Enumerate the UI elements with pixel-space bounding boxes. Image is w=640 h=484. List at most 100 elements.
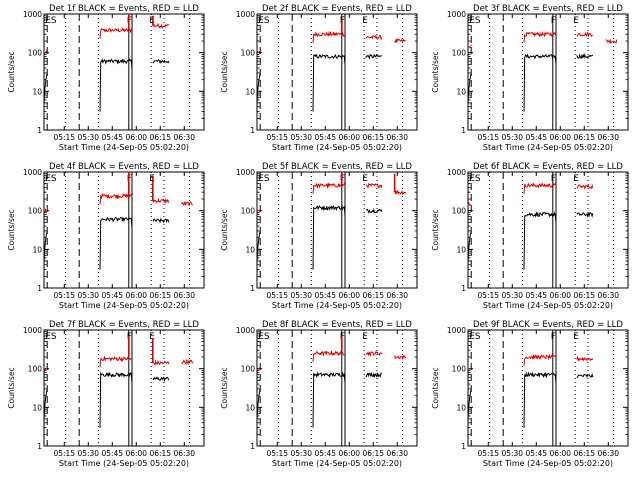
y-tick-label: 1000 [447,10,466,19]
plot-frame [467,13,629,131]
events-series-line [365,53,382,60]
y-tick-label: 1000 [236,326,255,335]
lld-series-line [365,34,383,41]
lld-series-line [312,30,346,43]
x-tick-label: 05:45 [314,291,336,300]
x-axis-label: Start Time (24-Sep-05 05:02:20) [483,459,613,468]
events-series-line [43,230,48,263]
panel-title: Det 2f BLACK = Events, RED = LLD [262,4,412,14]
y-tick-label: 10 [245,87,255,96]
y-tick-label: 1 [461,284,466,293]
lld-series-line [576,355,594,362]
y-tick-label: 1000 [23,168,42,177]
y-tick-label: 10 [32,245,42,254]
y-tick-label: 100 [241,49,256,58]
x-tick-label: 06:15 [573,133,595,142]
x-tick-label: 06:00 [549,449,571,458]
lld-series-line [394,37,406,44]
x-tick-label: 06:30 [597,449,619,458]
panel-title: Det 6f BLACK = Events, RED = LLD [473,162,623,172]
lld-series-line [152,22,170,29]
x-axis-label: Start Time (24-Sep-05 05:02:20) [59,459,189,468]
y-tick-label: 1000 [23,10,42,19]
x-tick-label: 05:45 [525,133,547,142]
y-tick-label: 1 [37,442,42,451]
x-tick-label: 05:30 [77,133,99,142]
lld-series-line [99,192,133,205]
y-tick-label: 10 [32,87,42,96]
vertical-marker-label: ES [469,174,481,184]
vertical-marker-label: ES [469,332,481,342]
vertical-marker-label: ES [45,174,57,184]
x-tick-label: 06:00 [338,291,360,300]
x-tick-label: 06:15 [362,133,384,142]
x-tick-label: 05:15 [53,291,75,300]
x-tick-label: 05:45 [525,291,547,300]
y-tick-label: 1000 [447,326,466,335]
lld-series-line [576,183,594,191]
events-series-line [576,211,594,219]
vertical-marker-label: E [149,332,155,342]
x-tick-label: 06:30 [173,449,195,458]
x-tick-label: 05:15 [266,291,288,300]
lld-series-line [256,50,261,54]
x-tick-label: 06:00 [338,133,360,142]
lld-series-line [467,201,472,206]
y-tick-label: 100 [452,207,467,216]
panel-det-6f: Det 6f BLACK = Events, RED = LLD 1 10 100 10… [431,162,629,310]
x-tick-label: 05:30 [77,291,99,300]
x-tick-label: 05:45 [314,449,336,458]
vertical-marker-label: ES [258,174,270,184]
vertical-marker-label: ES [258,16,270,26]
panel-title: Det 1f BLACK = Events, RED = LLD [49,4,199,14]
x-tick-label: 05:45 [525,449,547,458]
x-tick-label: 06:15 [362,449,384,458]
x-tick-label: 05:30 [290,133,312,142]
x-tick-label: 05:15 [53,133,75,142]
x-tick-label: 05:15 [53,449,75,458]
x-tick-label: 06:15 [149,291,171,300]
x-tick-label: 05:15 [477,449,499,458]
x-tick-label: 06:00 [338,449,360,458]
x-tick-label: 06:30 [597,133,619,142]
x-tick-label: 05:30 [501,291,523,300]
plot-frame [256,329,418,447]
y-axis-label: Counts/sec [7,51,16,92]
x-tick-label: 05:45 [101,133,123,142]
events-series-line [523,371,557,428]
x-tick-label: 06:00 [549,291,571,300]
plot-frame [467,171,629,289]
x-axis-label: Start Time (24-Sep-05 05:02:20) [483,301,613,310]
events-series-line [256,230,261,263]
events-series-line [43,388,48,421]
y-tick-label: 1000 [236,10,255,19]
plot-frame [43,13,205,131]
y-axis-label: Counts/sec [7,367,16,408]
x-axis-label: Start Time (24-Sep-05 05:02:20) [272,301,402,310]
panel-title: Det 3f BLACK = Events, RED = LLD [473,4,623,14]
vertical-marker-label: ES [469,16,481,26]
lld-series-line [181,358,194,366]
vertical-marker-label: F [551,174,556,184]
vertical-marker-label: ES [45,16,57,26]
events-series-line [365,371,382,379]
lld-series-line [312,182,346,195]
y-tick-label: 10 [245,403,255,412]
panel-title: Det 4f BLACK = Events, RED = LLD [49,162,199,172]
lld-series-line [99,27,133,39]
events-series-line [152,376,170,383]
y-tick-label: 1 [461,126,466,135]
events-series-line [467,230,472,263]
lld-series-line [256,366,261,371]
y-axis-label: Counts/sec [220,51,229,92]
y-tick-label: 10 [456,245,466,254]
y-axis-label: Counts/sec [220,209,229,250]
events-series-line [467,72,472,105]
y-tick-label: 100 [452,365,467,374]
y-axis-label: Counts/sec [431,367,440,408]
panel-det-4f: Det 4f BLACK = Events, RED = LLD 1 10 100 10… [7,162,205,310]
x-axis-label: Start Time (24-Sep-05 05:02:20) [59,143,189,152]
lld-series-line [99,355,133,368]
y-tick-label: 100 [241,365,256,374]
